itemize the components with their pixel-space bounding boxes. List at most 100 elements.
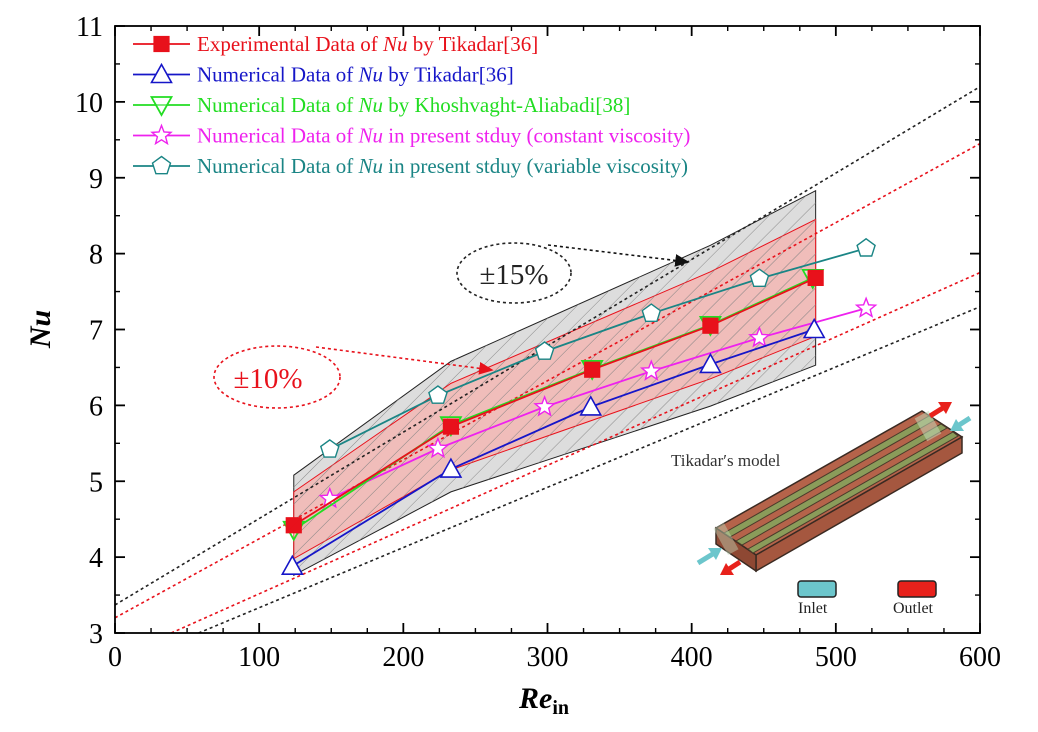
y-tick-label: 9 — [89, 164, 103, 195]
x-tick-label: 600 — [959, 642, 1001, 673]
legend-item-4: Numerical Data of Nu in present stduy (c… — [133, 124, 690, 148]
legend-label-part: by Tikadar[36] — [383, 63, 514, 87]
y-tick-label: 10 — [75, 88, 103, 119]
series-4 — [318, 296, 878, 509]
x-tick-label: 400 — [671, 642, 713, 673]
series-5-point-1 — [319, 439, 340, 458]
series-1-point-1-half — [286, 518, 301, 533]
series-5 — [319, 237, 876, 458]
legend-label: Experimental Data of Nu by Tikadar[36] — [197, 32, 538, 56]
legend-label-part: by Khoshvaght-Aliabadi[38] — [383, 93, 630, 117]
model-channel-3 — [747, 431, 959, 554]
callout-15pct-ellipse — [456, 242, 572, 304]
legend-label-part: Numerical Data of — [197, 63, 359, 87]
model-left-face — [715, 526, 757, 573]
callout-10pct-ellipse — [213, 345, 341, 409]
y-tick-label: 11 — [76, 12, 103, 43]
band-10pct-upper-extension — [115, 142, 980, 619]
x-tick-label: 300 — [527, 642, 569, 673]
series-1-point-5-half — [808, 270, 823, 285]
x-axis-title-subscript: in — [552, 697, 569, 719]
callout-10pct: ±10% — [213, 345, 494, 409]
series-5-point-4 — [641, 303, 662, 322]
legend-label-part: Numerical Data of — [197, 93, 359, 117]
channel-model-3d — [713, 410, 964, 573]
y-tick-label: 5 — [89, 467, 103, 498]
model-inset: Tikadar′s model — [671, 402, 972, 617]
legend-label-symbol: Nu — [358, 124, 384, 148]
callout-15pct-label: ±15% — [479, 259, 548, 291]
legend-marker-half — [154, 37, 169, 51]
callout-15pct-arrow — [547, 244, 690, 267]
legend-label: Numerical Data of Nu by Tikadar[36] — [197, 63, 514, 87]
inlet-label: Inlet — [798, 600, 828, 617]
band-10pct-hatch — [293, 219, 816, 559]
series-5-point-1 — [151, 155, 172, 175]
legend-label: Numerical Data of Nu by Khoshvaght-Aliab… — [197, 93, 630, 117]
series-2 — [280, 317, 826, 576]
series-1-point-4-half — [703, 318, 718, 333]
series-2-point-4 — [699, 352, 722, 374]
x-tick-label: 200 — [382, 642, 424, 673]
y-tick-label: 3 — [89, 619, 103, 650]
outlet-swatch — [897, 580, 937, 598]
y-tick-label: 8 — [89, 240, 103, 271]
legend-label-symbol: Nu — [358, 154, 384, 178]
legend-item-1: Experimental Data of Nu by Tikadar[36] — [133, 32, 538, 56]
series-4-point-1 — [150, 123, 173, 146]
series-4-point-4 — [639, 359, 663, 381]
legend-label-symbol: Nu — [382, 32, 408, 56]
series-5-point-6 — [856, 237, 876, 257]
outlet-arrow-left — [720, 559, 742, 575]
series-2-point-3 — [579, 395, 603, 416]
series-1-overlay — [286, 270, 823, 533]
y-tick-label: 4 — [89, 543, 103, 574]
series-5-line — [329, 247, 867, 451]
outlet-label: Outlet — [893, 600, 934, 617]
series-2-point-1 — [280, 554, 304, 576]
series-3-point-1 — [149, 96, 174, 117]
y-tick-label: 7 — [89, 316, 103, 347]
model-manifold-left — [713, 522, 739, 556]
legend-label-part: Numerical Data of — [197, 154, 359, 178]
legend-label-symbol: Nu — [358, 93, 384, 117]
series-2-point-2 — [439, 457, 463, 478]
series-4-point-2 — [426, 436, 450, 459]
legend-item-2: Numerical Data of Nu by Tikadar[36] — [133, 63, 514, 87]
outlet-arrow-right — [928, 402, 952, 419]
series-2-point-1 — [150, 62, 173, 84]
legend-item-3: Numerical Data of Nu by Khoshvaght-Aliab… — [133, 93, 630, 117]
series-4-line — [329, 307, 867, 500]
legend-label-part: Numerical Data of — [197, 124, 359, 148]
model-channel-1 — [723, 415, 936, 538]
legend-label-symbol: Nu — [358, 63, 384, 87]
x-tick-label: 100 — [238, 642, 280, 673]
model-manifold-right — [914, 410, 942, 442]
legend-item-5: Numerical Data of Nu in present stduy (v… — [133, 154, 688, 178]
x-tick-label: 0 — [108, 642, 122, 673]
legend-label-part: in present stduy (variable viscosity) — [383, 154, 688, 178]
axis-ticks — [114, 25, 981, 634]
legend-label-part: Experimental Data of — [197, 32, 383, 56]
series-5-point-5 — [749, 268, 770, 287]
callout-15pct: ±15% — [456, 242, 690, 304]
inlet-arrow-right — [950, 415, 972, 431]
series-4-point-3 — [533, 394, 556, 417]
model-caption: Tikadar′s model — [671, 451, 781, 470]
y-tick-label: 6 — [89, 391, 103, 422]
callout-10pct-label: ±10% — [233, 363, 302, 395]
legend-label: Numerical Data of Nu in present stduy (c… — [197, 124, 690, 148]
inlet-swatch — [797, 580, 837, 598]
series-4-point-6 — [854, 296, 878, 318]
legend-label-part: by Tikadar[36] — [408, 32, 539, 56]
model-channel-2 — [735, 423, 948, 546]
legend: Experimental Data of Nu by Tikadar[36]Nu… — [133, 32, 690, 178]
series-5-point-3 — [534, 341, 555, 360]
axis-tick-labels: 0 100 200 300 400 500 600 3 4 5 6 7 8 9 10 11 — [75, 12, 1001, 673]
series-layer — [280, 237, 878, 576]
series-1-point-3-half — [585, 362, 600, 377]
series-4-point-5 — [748, 325, 771, 348]
series-2-point-5 — [802, 317, 826, 339]
series-5-point-2 — [428, 385, 448, 404]
